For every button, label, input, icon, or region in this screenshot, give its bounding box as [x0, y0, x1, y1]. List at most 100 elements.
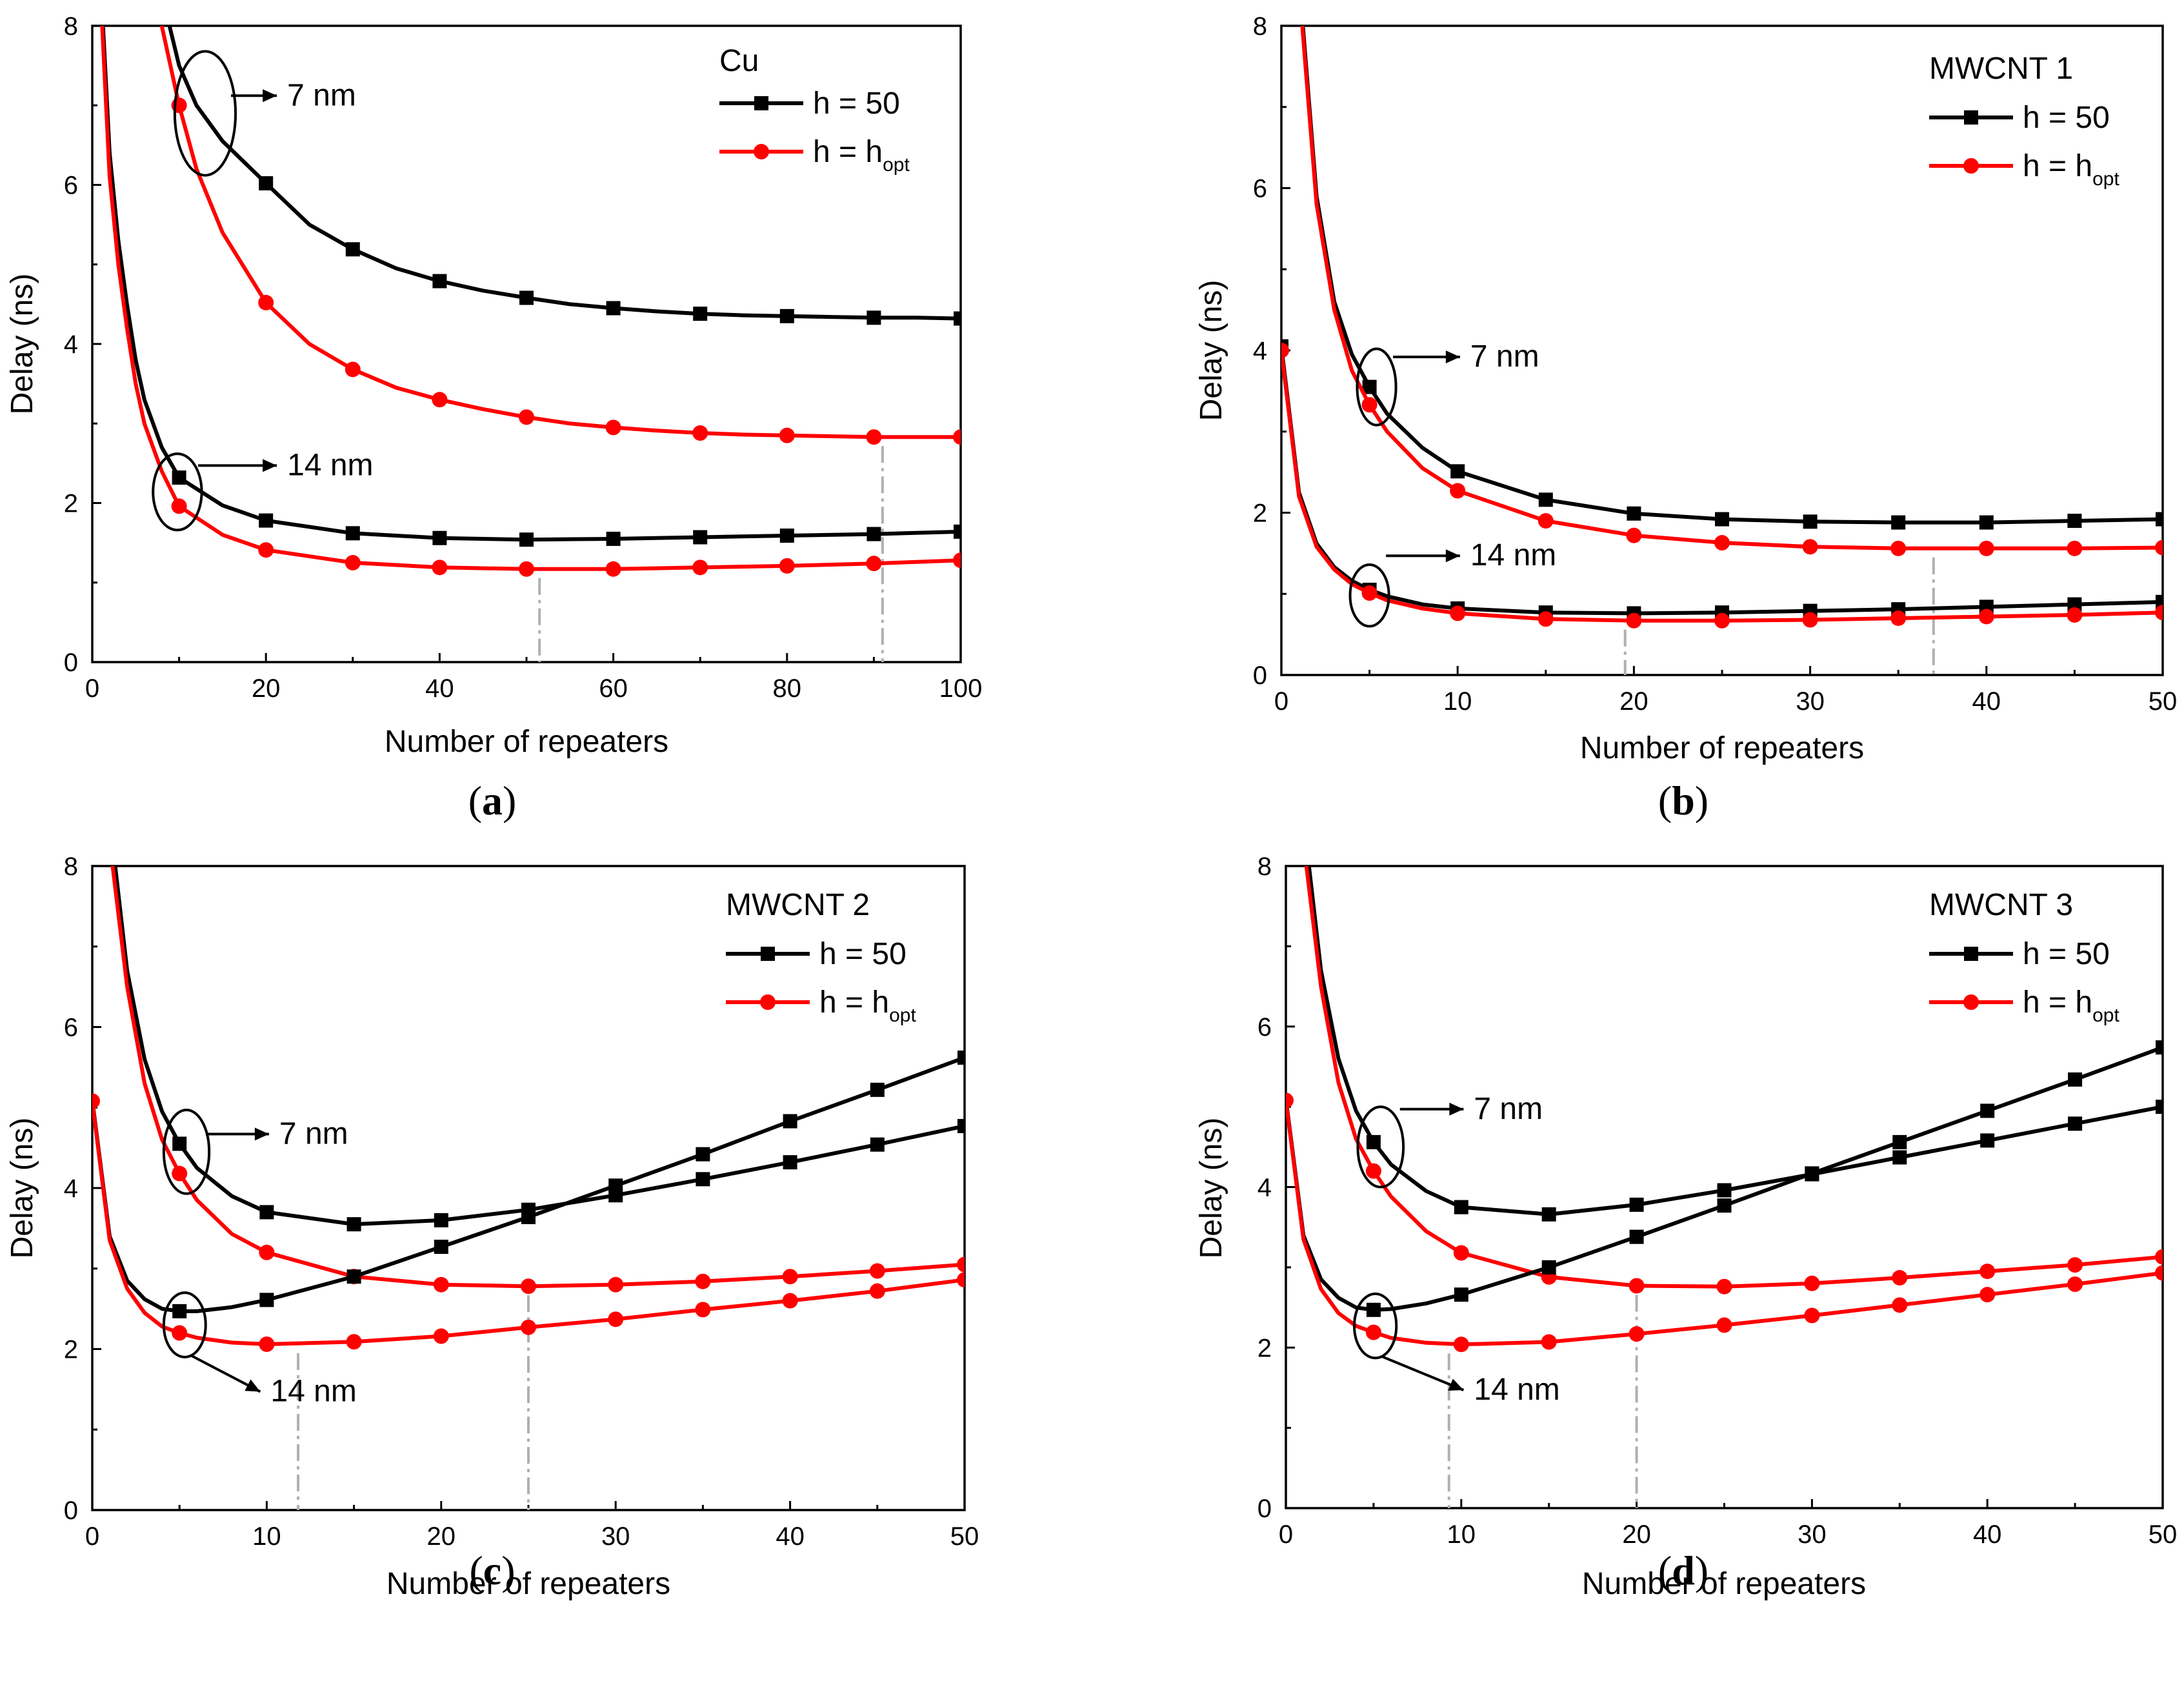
panel-d-legend-entry: h = hopt — [1929, 985, 2119, 1026]
panel-c-data-point — [608, 1311, 624, 1327]
panel-c-ytick-label: 0 — [64, 1497, 78, 1525]
panel-d-data-point — [1453, 1245, 1469, 1261]
panel-a-data-point — [779, 308, 794, 323]
panel-c-xtick-label: 50 — [950, 1522, 979, 1551]
panel-d-data-point — [1979, 1264, 1996, 1280]
panel-d-data-point — [1980, 1104, 1995, 1118]
panel-c-data-point — [869, 1283, 885, 1299]
panel-d-data-point — [2068, 1072, 2083, 1087]
panel-c-data-point — [608, 1178, 623, 1193]
panel-b-xtick-label: 10 — [1443, 687, 1472, 716]
panel-a-title: Cu — [719, 44, 759, 78]
panel-d-data-point — [1892, 1150, 1907, 1165]
panel-c-data-point — [783, 1155, 797, 1170]
panel-a-ytick-label: 0 — [64, 649, 78, 677]
panel-b-ytick-label: 2 — [1253, 499, 1267, 528]
panel-a-series — [101, 26, 961, 547]
panel-a-data-point — [345, 361, 361, 378]
panel-d-legend-entry: h = 50 — [1929, 937, 2110, 971]
panel-a-data-point — [606, 531, 621, 546]
panel-d-data-point — [1366, 1134, 1381, 1149]
panel-d-data-point — [1892, 1270, 1908, 1286]
panel-b-data-point — [2067, 607, 2083, 623]
panel-d-ytick-label: 2 — [1257, 1334, 1272, 1362]
panel-a-legend-entry: h = hopt — [719, 135, 910, 176]
panel-b-data-point — [1626, 612, 1642, 629]
panel-c-xlabel: Number of repeaters — [386, 1567, 670, 1601]
panel-c-data-point — [957, 1272, 965, 1288]
panel-c-data-point — [172, 1325, 188, 1341]
panel-d-series — [1286, 1093, 2163, 1353]
panel-c-data-point — [696, 1172, 710, 1187]
panel-c: 0 10 20 30 40 50 0 2 4 6 8 Number of repeaters Delay… — [5, 852, 979, 1601]
panel-c-annotation-arrow — [205, 1127, 269, 1141]
panel-c-ylabel: Delay (ns) — [5, 1118, 39, 1259]
panel-b-data-point — [1626, 527, 1642, 543]
panel-b-series-line — [1300, 26, 2163, 550]
panel-c-series-line — [110, 866, 965, 1289]
panel-b-ytick-label: 8 — [1253, 12, 1267, 41]
panel-b-data-point — [1450, 483, 1466, 499]
panel-b-ytick-label: 0 — [1253, 661, 1267, 690]
panel-a-data-point — [259, 513, 274, 528]
panel-c-data-point — [870, 1137, 885, 1152]
panel-c-legend-marker — [760, 994, 776, 1010]
panel-b-xtick-label: 20 — [1619, 687, 1648, 716]
panel-a-ytick-label: 4 — [64, 330, 78, 359]
panel-b-data-point — [2155, 605, 2163, 621]
panel-c-legend-label: h = hopt — [819, 985, 916, 1026]
panel-c-series-line — [113, 866, 965, 1227]
panel-c-data-point — [172, 1136, 187, 1151]
panel-c-ytick-label: 2 — [64, 1336, 78, 1364]
panel-b-title: MWCNT 1 — [1929, 52, 2073, 86]
panel-d-annotation-ellipse — [1356, 1105, 1405, 1189]
panel-b-data-point — [1450, 605, 1466, 621]
panel-b-data-point — [1281, 343, 1289, 358]
panel-c-data-point — [433, 1328, 449, 1344]
panel-c-xtick-label: 20 — [427, 1522, 456, 1551]
panel-c-data-point — [434, 1240, 448, 1255]
panel-a-data-point — [692, 559, 708, 576]
panel-d-data-point — [1892, 1297, 1908, 1313]
panel-b-annotation-label: 14 nm — [1470, 538, 1556, 572]
panel-a-xtick-label: 80 — [773, 674, 802, 703]
panel-b-data-point — [2155, 539, 2163, 556]
panel-d-series-line — [1307, 866, 2163, 1216]
panel-d-series — [1286, 1040, 2163, 1317]
panel-a-legend-label: h = hopt — [813, 135, 910, 176]
panel-a-legend-marker — [754, 96, 768, 110]
panel-a-data-point — [258, 294, 274, 310]
panel-b-data-point — [1714, 535, 1730, 551]
panel-a-data-point — [345, 242, 360, 257]
panel-a-data-point — [779, 427, 795, 443]
panel-d-xtick-label: 40 — [1973, 1520, 2002, 1549]
panel-b-xtick-label: 50 — [2149, 687, 2178, 716]
panel-b-data-point — [1979, 515, 1994, 530]
panel-d-data-point — [2155, 1265, 2163, 1281]
panel-b-data-point — [1714, 612, 1730, 629]
panel-a-data-point — [605, 419, 621, 436]
panel-a-data-point — [606, 301, 621, 316]
panel-c-series — [92, 1093, 965, 1353]
panel-d-ytick-label: 0 — [1257, 1495, 1272, 1523]
panel-c-title: MWCNT 2 — [726, 888, 870, 922]
panel-a-data-point — [432, 559, 448, 576]
panel-b-data-point — [1890, 610, 1907, 626]
panel-b-ytick-label: 6 — [1253, 175, 1267, 203]
panel-a-data-point — [432, 530, 447, 545]
panel-d-data-point — [1716, 1317, 1732, 1333]
panel-a-data-point — [866, 429, 882, 445]
panel-a-annotation-label: 14 nm — [287, 448, 373, 482]
panel-b-xtick-label: 40 — [1972, 687, 2001, 716]
panel-d-data-point — [1628, 1326, 1645, 1342]
panel-c-data-point — [870, 1082, 885, 1097]
panel-c-data-point — [695, 1302, 711, 1318]
panel-d-data-point — [1454, 1200, 1468, 1214]
panel-d-ytick-label: 4 — [1257, 1174, 1272, 1202]
panel-b-data-point — [1803, 514, 1818, 529]
panel-a-ytick-label: 6 — [64, 172, 78, 200]
panel-b-xlabel: Number of repeaters — [1580, 731, 1864, 765]
panel-d-series-line — [1304, 866, 2163, 1289]
panel-c-data-point — [259, 1293, 274, 1307]
panel-d-series — [1307, 866, 2163, 1222]
